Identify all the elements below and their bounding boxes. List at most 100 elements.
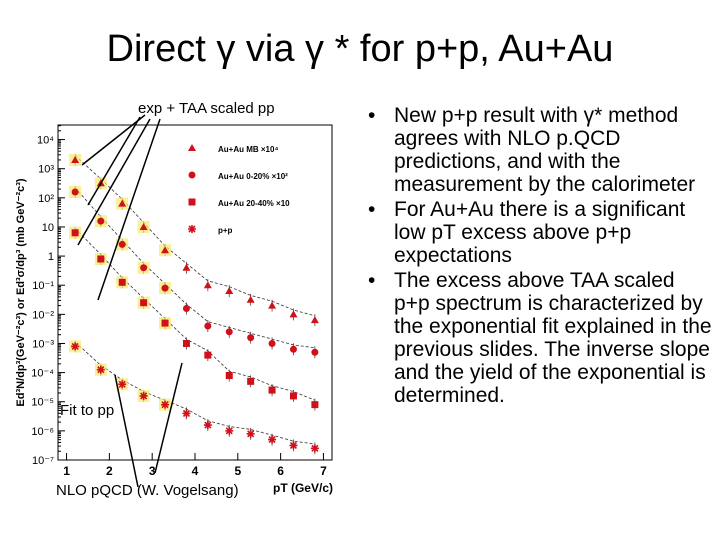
data-point — [225, 287, 234, 295]
annotation-arrow — [77, 118, 151, 246]
y-tick-label: 10⁻² — [32, 309, 54, 321]
data-point — [311, 348, 319, 356]
legend-entry-label: Au+Au MB ×10⁴ — [218, 145, 278, 154]
y-tick-label: 10⁻³ — [32, 338, 54, 350]
y-tick-label: 1 — [48, 251, 54, 263]
data-point — [247, 377, 255, 385]
data-point — [188, 171, 196, 179]
bullet-item: • New p+p result with γ* method agrees wi… — [368, 104, 713, 196]
data-point — [225, 372, 233, 380]
data-point — [71, 342, 80, 351]
data-point — [139, 391, 148, 400]
data-point — [161, 319, 169, 327]
data-point — [182, 305, 190, 313]
data-point — [161, 246, 170, 254]
fit-curve — [74, 187, 315, 349]
data-point — [97, 255, 105, 263]
data-point — [71, 188, 79, 196]
bullet-dot-icon: • — [368, 198, 376, 221]
y-tick-label: 10⁴ — [37, 135, 54, 147]
data-point — [71, 155, 80, 163]
data-point — [182, 339, 190, 347]
y-tick-label: 10² — [38, 193, 54, 205]
data-point — [118, 199, 127, 207]
data-point — [310, 316, 319, 324]
x-tick-label: 6 — [277, 464, 284, 478]
data-point — [188, 198, 196, 206]
fit-curve — [74, 341, 315, 445]
slide-title: Direct γ via γ * for p+p, Au+Au — [106, 28, 614, 70]
y-tick-label: 10³ — [38, 164, 54, 176]
y-tick-label: 10⁻⁴ — [31, 368, 54, 380]
data-point — [203, 281, 212, 289]
data-point — [268, 435, 277, 444]
data-point — [182, 263, 191, 271]
data-point — [204, 351, 212, 359]
data-point — [246, 429, 255, 438]
data-point — [188, 144, 196, 151]
data-point — [247, 334, 255, 342]
legend-entry-label: p+p — [218, 226, 233, 235]
y-tick-label: 10⁻⁷ — [32, 455, 54, 467]
x-axis-label: pT (GeV/c) — [273, 481, 333, 495]
data-point — [289, 345, 297, 353]
data-point — [311, 401, 319, 409]
annotation-exp-taa: exp + TAA scaled pp — [138, 100, 275, 117]
bullet-text: New p+p result with γ* method agrees wit… — [394, 104, 696, 196]
data-point — [246, 295, 255, 303]
legend-entry-label: Au+Au 0-20% ×10² — [218, 172, 288, 181]
x-tick-label: 7 — [320, 464, 327, 478]
data-point — [289, 310, 298, 318]
data-point — [118, 278, 126, 286]
data-point — [268, 386, 276, 394]
annotation-arrow — [114, 374, 139, 488]
annotation-arrow — [81, 114, 146, 166]
bullet-text: The excess above TAA scaled p+p spectrum… — [394, 269, 712, 407]
bullet-item: • The excess above TAA scaled p+p spectru… — [368, 269, 713, 407]
data-point — [140, 299, 148, 307]
annotation-arrow — [97, 118, 161, 301]
x-tick-label: 2 — [106, 464, 113, 478]
data-point — [161, 284, 169, 292]
data-point — [188, 225, 196, 233]
bullet-list: • New p+p result with γ* method agrees wi… — [368, 104, 713, 409]
y-tick-label: 10 — [42, 222, 54, 234]
data-point — [97, 217, 105, 225]
data-point — [289, 392, 297, 400]
data-point — [140, 264, 148, 272]
x-tick-label: 5 — [234, 464, 241, 478]
data-point — [71, 229, 79, 237]
annotation-arrow — [154, 362, 183, 474]
y-tick-label: 10⁻⁶ — [31, 426, 54, 438]
data-point — [268, 301, 277, 309]
annotation-arrow — [87, 116, 141, 206]
data-point — [310, 444, 319, 453]
data-point — [161, 400, 170, 409]
data-point — [268, 339, 276, 347]
data-point — [118, 240, 126, 248]
data-point — [204, 322, 212, 330]
annotation-fit-to-pp: Fit to pp — [60, 402, 115, 419]
y-tick-label: 10⁻¹ — [32, 280, 54, 292]
x-tick-label: 1 — [63, 464, 70, 478]
annotation-nlo-pqcd: NLO pQCD (W. Vogelsang) — [56, 482, 239, 499]
y-tick-label: 10⁻⁵ — [31, 397, 54, 409]
bullet-dot-icon: • — [368, 269, 376, 292]
data-point — [225, 426, 234, 435]
x-tick-label: 4 — [192, 464, 199, 478]
spectrum-plot-svg: 10⁴ 10³ 10² 10 1 10⁻¹ 10⁻² 10⁻³ 10⁻⁴ 10⁻⁵ 10⁻⁶ 10⁻⁷… — [15, 114, 333, 495]
x-tick-label: 3 — [149, 464, 156, 478]
y-axis-label: Ed³N/dp³(GeV⁻²c³) or Ed³σ/dp³ (mb GeV⁻²c… — [15, 178, 27, 406]
data-point — [289, 441, 298, 450]
spectrum-plot: 10⁴ 10³ 10² 10 1 10⁻¹ 10⁻² 10⁻³ 10⁻⁴ 10⁻⁵ 10⁻⁶ 10⁻⁷… — [10, 95, 355, 515]
bullet-text: For Au+Au there is a significant low pT … — [394, 198, 686, 267]
data-point — [139, 222, 148, 230]
bullet-dot-icon: • — [368, 104, 376, 127]
legend-entry-label: Au+Au 20-40% ×10 — [218, 199, 290, 208]
data-point — [96, 365, 105, 374]
bullet-item: • For Au+Au there is a significant low pT… — [368, 198, 713, 267]
fit-curve — [74, 228, 316, 401]
data-point — [225, 328, 233, 336]
data-point — [182, 409, 191, 418]
data-point — [118, 380, 127, 389]
